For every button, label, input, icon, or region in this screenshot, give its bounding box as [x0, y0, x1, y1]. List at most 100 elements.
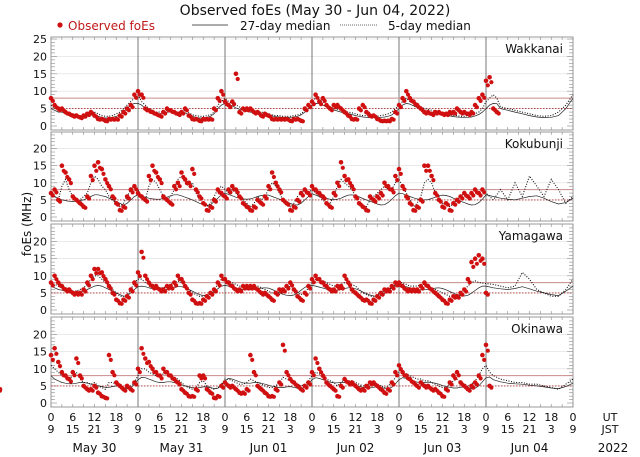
- x-tick-label-ut: 12: [349, 411, 363, 424]
- observed-point: [483, 342, 489, 348]
- observed-point: [308, 105, 313, 110]
- observed-point: [315, 360, 320, 366]
- observed-point: [219, 88, 224, 94]
- observed-point: [384, 391, 389, 396]
- day-label: Jun 04: [510, 441, 549, 455]
- x-tick-label-jst: 21: [88, 423, 102, 436]
- observed-point: [456, 199, 461, 204]
- observed-point: [362, 105, 367, 110]
- x-tick-label-jst: 21: [523, 423, 537, 436]
- station-label: Okinawa: [511, 322, 563, 336]
- y-tick-label: 0: [40, 304, 47, 317]
- observed-point: [134, 283, 139, 288]
- observed-point: [170, 286, 175, 291]
- y-tick-label: 10: [33, 177, 47, 190]
- observed-point: [366, 385, 371, 390]
- observed-point: [161, 366, 166, 372]
- observed-point: [377, 295, 382, 300]
- observed-point: [192, 171, 197, 176]
- observed-point: [52, 273, 57, 279]
- observed-point: [177, 382, 182, 387]
- observed-point: [340, 385, 345, 390]
- observed-point: [304, 108, 309, 113]
- observed-point: [139, 346, 144, 351]
- observed-point: [188, 292, 193, 297]
- observed-point: [482, 261, 487, 266]
- observed-point: [482, 190, 487, 195]
- x-tick-label-jst: 15: [501, 423, 515, 436]
- observed-point: [150, 366, 155, 372]
- observed-point: [453, 111, 458, 116]
- observed-point: [115, 117, 121, 122]
- observed-point: [137, 274, 142, 279]
- observed-point: [442, 205, 447, 210]
- observed-point: [485, 348, 490, 353]
- x-tick-label-jst: 15: [414, 423, 428, 436]
- observed-point: [480, 256, 485, 262]
- x-tick-label-ut: 6: [417, 411, 424, 424]
- observed-point: [483, 78, 489, 84]
- observed-point: [322, 98, 327, 103]
- observed-point: [126, 295, 131, 300]
- observed-point: [342, 273, 347, 279]
- observed-point: [79, 376, 84, 381]
- observed-point: [143, 273, 148, 279]
- observed-point: [319, 370, 324, 375]
- observed-point: [163, 289, 168, 294]
- observed-point: [315, 95, 320, 100]
- observed-point: [489, 385, 494, 390]
- x-tick-label-jst: 15: [153, 423, 167, 436]
- y-tick-label: 5: [40, 287, 47, 300]
- observed-point: [355, 117, 360, 122]
- observed-point: [135, 270, 141, 275]
- observed-point: [286, 373, 291, 378]
- y-tick-label: 15: [33, 68, 47, 81]
- x-tick-label-jst: 9: [483, 423, 490, 436]
- observed-point: [282, 289, 287, 294]
- observed-point: [271, 298, 276, 303]
- observed-point: [348, 283, 353, 288]
- observed-point: [221, 92, 226, 97]
- observed-point: [206, 295, 211, 300]
- observed-point: [395, 373, 400, 378]
- observed-point: [308, 286, 313, 291]
- observed-point: [99, 166, 105, 172]
- observed-point: [48, 352, 54, 358]
- observed-point: [478, 98, 483, 103]
- x-tick-label-ut: 18: [196, 411, 210, 424]
- day-label: Jun 01: [249, 441, 288, 455]
- y-tick-label: 20: [33, 143, 47, 156]
- observed-point: [94, 385, 99, 390]
- observed-point: [445, 202, 450, 207]
- x-tick-label-jst: 21: [436, 423, 450, 436]
- observed-point: [416, 289, 421, 294]
- observed-point: [269, 170, 275, 175]
- observed-point: [474, 261, 479, 266]
- x-tick-label-ut: 12: [262, 411, 276, 424]
- x-tick-label-ut: 0: [483, 411, 490, 424]
- observed-point: [338, 160, 344, 165]
- observed-point: [297, 199, 302, 204]
- observed-point: [76, 360, 81, 366]
- x-tick-label-jst: 21: [349, 423, 363, 436]
- observed-point: [157, 177, 163, 182]
- observed-point: [387, 289, 392, 294]
- observed-point: [52, 346, 57, 351]
- legend-5day-label: 5-day median: [388, 19, 471, 33]
- observed-point: [174, 283, 179, 288]
- observed-point: [467, 196, 472, 201]
- observed-point: [90, 277, 95, 282]
- x-tick-label-ut: 12: [523, 411, 537, 424]
- x-tick-label-jst: 9: [396, 423, 403, 436]
- observed-point: [369, 301, 374, 306]
- observed-point: [199, 196, 204, 201]
- observed-point: [145, 277, 150, 282]
- day-label: May 30: [73, 441, 117, 455]
- observed-point: [139, 249, 144, 255]
- y-tick-label: 10: [33, 363, 47, 376]
- observed-point: [239, 196, 244, 201]
- observed-point: [146, 359, 152, 365]
- observed-point: [50, 357, 55, 362]
- x-tick-label-ut: 6: [69, 411, 76, 424]
- observed-point: [170, 202, 175, 207]
